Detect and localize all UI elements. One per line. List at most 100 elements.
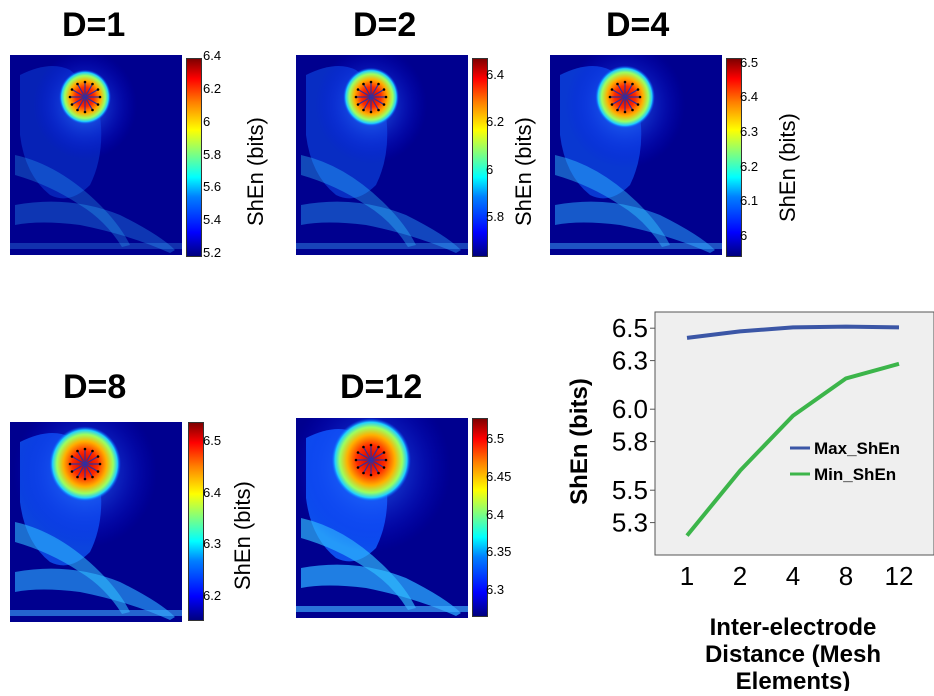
electrode-lead (84, 96, 94, 111)
x-tick-label: 1 (680, 561, 694, 591)
electrode-lead (71, 96, 86, 106)
heatmap-region (301, 518, 416, 610)
colorbar-tick-label: 5.8 (486, 209, 505, 225)
electrode-dot (83, 80, 87, 84)
legend-entry: Min_ShEn (814, 465, 896, 484)
colorbar-tick-label: 5.6 (203, 179, 222, 195)
electrode-dot (377, 445, 380, 449)
electrode-lead (624, 96, 634, 111)
colorbar-tick-label: 6.4 (203, 48, 222, 63)
heatmap-region (555, 201, 715, 253)
colorbar (472, 418, 488, 617)
colorbar-tick-label: 6.5 (203, 432, 222, 448)
electrode-dot (610, 103, 614, 106)
electrode-dot (91, 475, 94, 479)
electrode-dot (623, 80, 627, 84)
electrode-dot (68, 95, 72, 99)
electrode-dot (70, 103, 74, 106)
colorbar-tick-label: 5.4 (203, 212, 222, 228)
electrode-dot (631, 108, 634, 112)
colorbar-tick-label: 6.4 (486, 506, 505, 522)
electrode-dot (369, 110, 373, 114)
electrode-lead (370, 459, 380, 474)
line-chart-svg: 6.56.36.05.85.55.31 2 4 8 12Max_ShEnMin_ShEn… (566, 311, 934, 695)
electrode-dot (608, 95, 612, 99)
electrode-lead (611, 88, 626, 98)
electrode-dot (382, 466, 386, 469)
electrode-lead (357, 96, 372, 106)
y-tick-label: 5.5 (612, 475, 648, 505)
heatmap-image (296, 55, 468, 255)
electrode-lead (357, 459, 372, 469)
electrode-lead (370, 96, 385, 106)
electrode-dot (96, 470, 100, 473)
electrode-lead (362, 459, 372, 474)
heatmap-region (296, 243, 468, 249)
electrode-dot (636, 88, 640, 91)
electrode-lead (362, 96, 372, 111)
electrode-dot (382, 103, 386, 106)
heatmap-region (301, 155, 416, 247)
electrode-dot (356, 88, 360, 91)
electrode-dot (382, 88, 386, 91)
electrode-lead (370, 459, 385, 469)
colorbar-tick-label: 6.3 (203, 536, 222, 552)
electrode-dot (384, 95, 388, 99)
panel-title: D=1 (62, 6, 126, 44)
colorbar-label: ShEn (bits) (775, 113, 800, 222)
electrode-dot (362, 445, 365, 449)
colorbar (188, 422, 204, 621)
electrode-lead (71, 463, 86, 473)
electrode-lead (624, 88, 639, 98)
electrode-lead (370, 96, 380, 111)
electrode-dot (638, 95, 642, 99)
series-line-max-shen (686, 324, 900, 340)
colorbar-tick-label: 6.2 (486, 114, 505, 130)
electrode-dot (96, 103, 100, 106)
colorbar-tick-label: 6.2 (203, 588, 222, 604)
heatmap-region (10, 243, 182, 249)
colorbar (186, 58, 202, 257)
electrode-dot (616, 108, 619, 112)
heatmap-region (550, 243, 722, 249)
x-tick-label: 12 (885, 561, 914, 591)
heatmap-image (296, 418, 468, 618)
colorbar-tick-label: 5.8 (203, 146, 222, 162)
electrode-lead (84, 96, 99, 106)
x-tick-label: 8 (839, 561, 853, 591)
panel-title: D=8 (63, 368, 127, 406)
electrode-dot (70, 455, 74, 458)
electrode-lead (362, 83, 372, 98)
heatmap-region (15, 568, 175, 620)
electrode-dot (623, 110, 627, 114)
electrode-dot (68, 462, 72, 466)
heatmap-region (15, 522, 130, 614)
colorbar-tick-label: 6.1 (740, 193, 759, 209)
electrode-dot (83, 447, 87, 451)
colorbar-tick-label: 6.3 (740, 124, 759, 140)
line-chart: 6.5 6.3 6.0 5.8 5.5 5.3 1 2 4 8 12 Max_ShEn Min_ShEn… (560, 300, 934, 695)
electrode-lead (624, 96, 639, 106)
electrode-lead (611, 96, 626, 106)
plot-area (654, 311, 934, 556)
electrode-dot (91, 82, 94, 86)
electrode-dot (354, 458, 358, 462)
electrode-dot (91, 108, 94, 112)
electrode-dot (362, 471, 365, 475)
colorbar-tick-label: 6.4 (203, 484, 222, 500)
electrode-dot (96, 455, 100, 458)
colorbar-tick-label: 6.5 (486, 430, 505, 446)
y-tick-label: 6.5 (612, 313, 648, 343)
electrode-dot (377, 108, 380, 112)
electrode-lead (624, 83, 634, 98)
heatmap-region (15, 155, 130, 247)
colorbar-tick-label: 5.2 (203, 245, 222, 260)
electrode-lead (370, 88, 385, 98)
electrode-dot (356, 451, 360, 454)
colorbar-label: ShEn (bits) (243, 117, 268, 226)
y-tick-label: 5.3 (612, 508, 648, 538)
heatmap-region (301, 201, 461, 253)
electrode-dot (616, 82, 619, 86)
electrode-dot (369, 473, 373, 477)
heatmap-region (296, 606, 468, 612)
